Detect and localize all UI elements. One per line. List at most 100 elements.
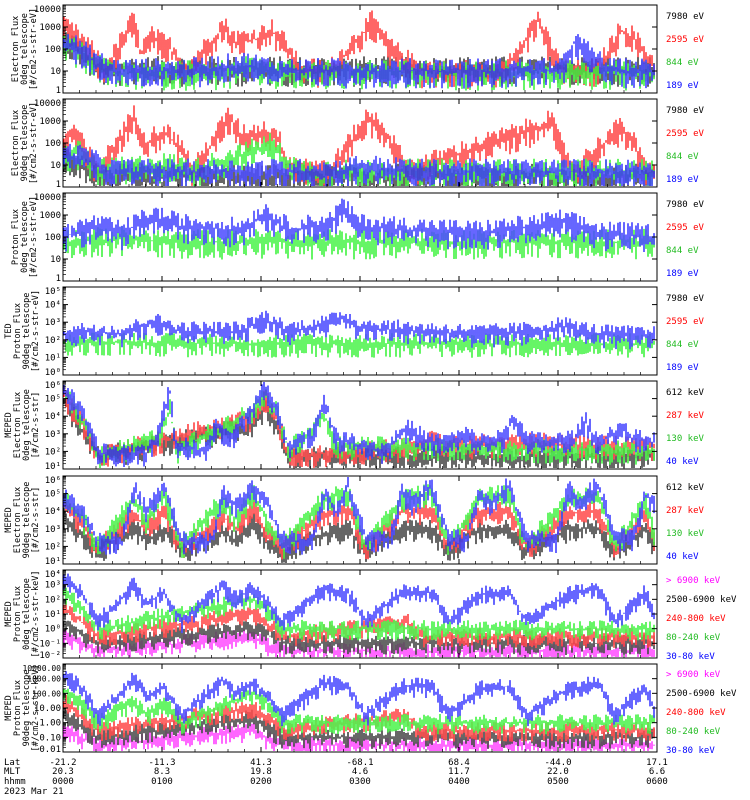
legend-p1: 7980 eV <box>666 12 705 22</box>
ylabel-p5: 0deg telescope <box>22 389 32 461</box>
ytick-label-p5: 10⁵ <box>45 395 61 405</box>
legend-p4: 2595 eV <box>666 317 705 327</box>
legend-p2: 844 eV <box>666 152 699 162</box>
ylabel-p5: MEPED <box>4 412 14 438</box>
ytick-label-p6: 10⁴ <box>45 507 61 517</box>
ytick-label-p1: 100 <box>45 45 61 55</box>
ylabel-p1: [#/cm2-s-str-eV] <box>29 8 39 90</box>
xaxis-lat-label: 17.1 <box>646 758 668 768</box>
legend-p7: 80-240 keV <box>666 633 721 643</box>
xaxis-row-label: hhmm <box>4 777 26 787</box>
legend-p6: 40 keV <box>666 552 699 562</box>
legend-p8: 80-240 keV <box>666 727 721 737</box>
ytick-label-p3: 10 <box>50 255 61 265</box>
xaxis-lat-label: -21.2 <box>49 758 76 768</box>
legend-p4: 7980 eV <box>666 294 705 304</box>
ytick-label-p6: 10¹ <box>45 557 61 567</box>
ylabel-p7: [#/cm2-s-str-keV] <box>31 571 41 658</box>
legend-p7: 2500-6900 keV <box>666 595 737 605</box>
legend-p5: 130 keV <box>666 434 705 444</box>
xaxis-mlt-label: 19.8 <box>250 767 272 777</box>
series-p2-189-ev <box>63 143 655 186</box>
xaxis-hhmm-label: 0500 <box>547 777 569 787</box>
ylabel-p6: Electron Flux <box>13 487 23 554</box>
ytick-label-p6: 10⁶ <box>45 476 61 486</box>
legend-p7: > 6900 keV <box>666 576 721 586</box>
legend-p2: 7980 eV <box>666 106 705 116</box>
ytick-label-p6: 10⁵ <box>45 490 61 500</box>
ylabel-p1: Electron Flux <box>11 16 21 83</box>
xaxis-row-label: Lat <box>4 758 20 768</box>
ytick-label-p7: 10⁻² <box>39 651 61 661</box>
ylabel-p7: 0deg telescope <box>22 578 32 650</box>
ylabel-p8: 90deg telescope <box>22 670 32 747</box>
xaxis-hhmm-label: 0000 <box>52 777 74 787</box>
ytick-label-p8: 0.01 <box>39 745 61 755</box>
ytick-label-p2: 10000 <box>34 99 61 109</box>
ytick-label-p3: 1 <box>56 274 61 284</box>
series-p1-189-ev <box>63 34 655 89</box>
xaxis-hhmm-label: 0100 <box>151 777 173 787</box>
ytick-label-p8: 10.00 <box>34 704 61 714</box>
xaxis-lat-label: -11.3 <box>148 758 175 768</box>
ytick-label-p4: 10⁰ <box>45 368 61 378</box>
ytick-label-p7: 10⁴ <box>45 570 61 580</box>
ytick-label-p5: 10³ <box>45 430 61 440</box>
ytick-label-p3: 1000 <box>39 211 61 221</box>
xaxis-lat-label: -68.1 <box>346 758 373 768</box>
legend-p3: 844 eV <box>666 246 699 256</box>
ytick-label-p5: 10⁶ <box>45 381 61 391</box>
ylabel-p4: [#/cm2-s-str-eV] <box>31 290 41 372</box>
ytick-label-p6: 10² <box>45 542 61 552</box>
legend-p1: 2595 eV <box>666 35 705 45</box>
ytick-label-p8: 100.00 <box>32 689 61 698</box>
ylabel-p5: [#/cm2-s-str] <box>31 392 41 459</box>
xaxis-lat-label: 41.3 <box>250 758 272 768</box>
legend-p4: 189 eV <box>666 363 699 373</box>
series-p4-189-ev <box>63 310 655 350</box>
ytick-label-p3: 100 <box>45 233 61 243</box>
ylabel-p3: Proton Flux <box>11 209 21 265</box>
xaxis-hhmm-label: 0200 <box>250 777 272 787</box>
legend-p3: 2595 eV <box>666 223 705 233</box>
xaxis-lat-label: 68.4 <box>448 758 470 768</box>
ytick-label-p1: 1 <box>56 86 61 96</box>
ylabel-p5: Electron Flux <box>13 392 23 459</box>
ylabel-p6: 90deg telescope <box>22 482 32 559</box>
ytick-label-p2: 1000 <box>39 117 61 127</box>
series-p8-30-80-kev <box>63 671 655 727</box>
legend-p6: 130 keV <box>666 529 705 539</box>
ytick-label-p8: 0.10 <box>39 733 61 743</box>
legend-p1: 844 eV <box>666 58 699 68</box>
ylabel-p7: Proton Flux <box>13 586 23 642</box>
legend-p2: 2595 eV <box>666 129 705 139</box>
xaxis-mlt-label: 20.3 <box>52 767 74 777</box>
series-p3-189-ev <box>63 198 655 252</box>
ylabel-p2: [#/cm2-s-str-eV] <box>29 102 39 184</box>
series-p5-40-kev <box>63 382 655 467</box>
ytick-label-p8: 10000.00 <box>22 664 61 673</box>
xaxis-hhmm-label: 0600 <box>646 777 668 787</box>
legend-p5: 287 keV <box>666 411 705 421</box>
ytick-label-p2: 10 <box>50 161 61 171</box>
legend-p6: 612 keV <box>666 483 705 493</box>
ytick-label-p7: 10⁻¹ <box>39 639 61 649</box>
xaxis-mlt-label: 8.3 <box>154 767 170 777</box>
ytick-label-p7: 10³ <box>45 581 61 591</box>
ylabel-p8: [#/cm2-s-str-keV] <box>31 665 41 752</box>
xaxis-row-label: MLT <box>4 767 21 777</box>
ytick-label-p4: 10⁴ <box>45 301 61 311</box>
legend-p7: 240-800 keV <box>666 614 726 624</box>
ytick-label-p1: 10 <box>50 67 61 77</box>
ytick-label-p8: 1.00 <box>39 719 61 729</box>
xaxis-mlt-label: 22.0 <box>547 767 569 777</box>
xaxis-hhmm-label: 0400 <box>448 777 470 787</box>
ytick-label-p4: 10¹ <box>45 353 61 363</box>
ytick-label-p6: 10³ <box>45 525 61 535</box>
legend-p4: 844 eV <box>666 340 699 350</box>
ylabel-p2: Electron Flux <box>11 110 21 177</box>
ytick-label-p3: 10000 <box>34 193 61 203</box>
legend-p7: 30-80 keV <box>666 652 715 662</box>
xaxis-row-label: 2023 Mar 21 <box>4 787 64 797</box>
